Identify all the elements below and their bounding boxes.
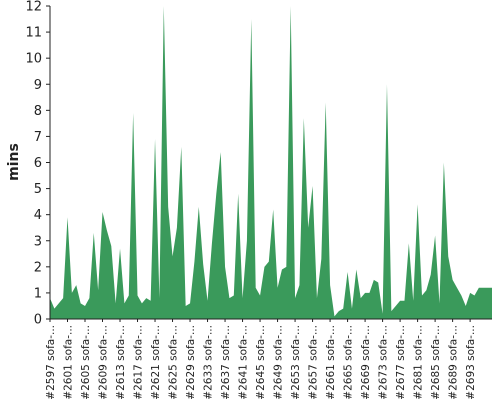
- x-tick-label: #2629 sofa-...: [185, 325, 197, 400]
- y-axis-title: mins: [6, 143, 22, 181]
- x-tick-label: #2609 sofa-...: [98, 325, 110, 400]
- x-tick-label: #2669 sofa-...: [360, 325, 372, 400]
- x-tick-label: #2677 sofa-...: [395, 325, 407, 400]
- x-tick-label: #2665 sofa-...: [343, 325, 355, 400]
- series-area: [50, 6, 492, 319]
- series-layer: [50, 6, 492, 319]
- x-tick-label: #2693 sofa-...: [465, 325, 477, 400]
- y-tick-label: 2: [34, 260, 42, 275]
- x-tick-label: #2689 sofa-...: [448, 325, 460, 400]
- y-tick-label: 4: [34, 208, 42, 223]
- y-tick-label: 11: [25, 26, 42, 41]
- x-tick-label: #2633 sofa-...: [203, 325, 215, 400]
- y-tick-label: 8: [34, 104, 42, 119]
- x-tick-label: #2613 sofa-...: [115, 325, 127, 400]
- x-tick-label: #2657 sofa-...: [308, 325, 320, 400]
- axes-layer: [46, 5, 492, 322]
- x-tick-label: #2605 sofa-...: [80, 325, 92, 400]
- x-tick-labels: #2597 sofa-... #2601 sofa-... #2605 sofa-.…: [45, 325, 477, 400]
- x-tick-label: #2617 sofa-...: [133, 325, 145, 400]
- y-tick-label: 6: [34, 156, 42, 171]
- x-tick-label: #2597 sofa-...: [45, 325, 57, 400]
- x-tick-label: #2673 sofa-...: [378, 325, 390, 400]
- y-tick-label: 7: [34, 130, 42, 145]
- x-tick-label: #2641 sofa-...: [238, 325, 250, 400]
- x-tick-label: #2645 sofa-...: [255, 325, 267, 400]
- x-tick-label: #2649 sofa-...: [273, 325, 285, 400]
- y-tick-label: 5: [34, 182, 42, 197]
- y-tick-label: 9: [34, 78, 42, 93]
- y-tick-label: 1: [34, 286, 42, 301]
- x-tick-label: #2625 sofa-...: [168, 325, 180, 400]
- x-tick-label: #2637 sofa-...: [220, 325, 232, 400]
- x-tick-label: #2661 sofa-...: [325, 325, 337, 400]
- x-tick-label: #2601 sofa-...: [63, 325, 75, 400]
- y-tick-label: 12: [25, 0, 42, 15]
- x-tick-label: #2653 sofa-...: [290, 325, 302, 400]
- y-tick-label: 3: [34, 234, 42, 249]
- x-tick-label: #2681 sofa-...: [413, 325, 425, 400]
- x-tick-label: #2621 sofa-...: [150, 325, 162, 400]
- y-tick-label: 0: [34, 313, 42, 328]
- y-tick-label: 10: [25, 52, 42, 67]
- x-tick-label: #2685 sofa-...: [430, 325, 442, 400]
